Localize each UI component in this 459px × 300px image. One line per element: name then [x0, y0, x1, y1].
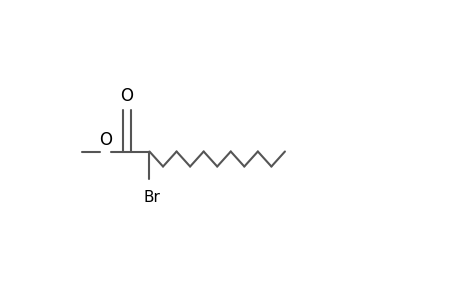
Text: O: O: [99, 131, 112, 149]
Text: Br: Br: [144, 190, 160, 205]
Text: O: O: [120, 87, 133, 105]
